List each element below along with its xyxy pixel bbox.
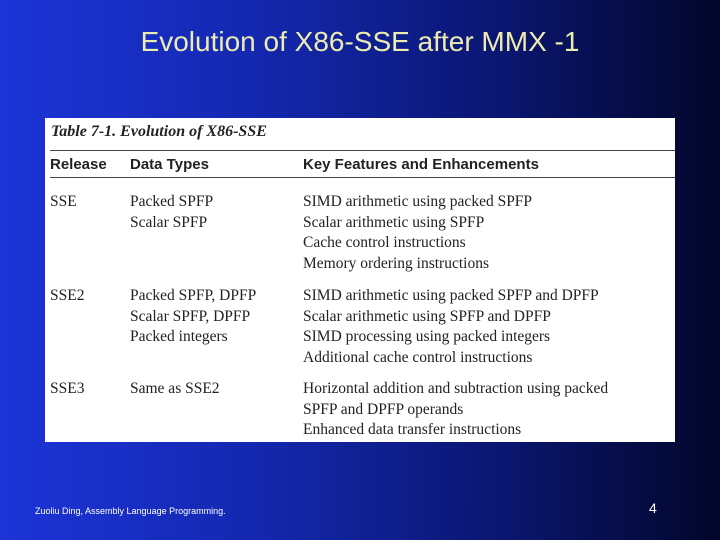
table-cell: SPFP and DPFP operands: [303, 400, 464, 418]
table-cell: Scalar arithmetic using SPFP and DPFP: [303, 307, 551, 325]
table-cell: SIMD arithmetic using packed SPFP: [303, 193, 533, 210]
rule: [50, 150, 675, 151]
rule: [50, 177, 675, 178]
table-cell: SSE3: [50, 380, 85, 397]
table-cell: Horizontal addition and subtraction usin…: [303, 380, 609, 397]
slide-title: Evolution of X86-SSE after MMX -1: [140, 26, 580, 57]
table-cell: Packed integers: [130, 328, 228, 346]
table-cell: Memory ordering instructions: [303, 255, 489, 273]
table-cell: Scalar SPFP, DPFP: [130, 307, 251, 325]
table-cell: SSE: [50, 193, 77, 210]
table-cell: Scalar arithmetic using SPFP: [303, 213, 485, 231]
table-cell: Cache control instructions: [303, 234, 466, 252]
table-cell: Enhanced data transfer instructions: [303, 421, 522, 439]
page-number: 4: [649, 500, 657, 516]
table-cell: SSE2: [50, 287, 85, 304]
footer: Zuoliu Ding, Assembly Language Programmi…: [35, 506, 226, 516]
table-cell: Scalar SPFP: [130, 213, 208, 231]
header-cell: Key Features and Enhancements: [303, 156, 539, 173]
table-cell: Same as SSE2: [130, 380, 220, 397]
table-cell: SIMD processing using packed integers: [303, 328, 551, 346]
table-cell: Packed SPFP: [130, 193, 214, 210]
table-cell: SIMD arithmetic using packed SPFP and DP…: [303, 287, 599, 304]
table-caption: Table 7-1. Evolution of X86-SSE: [51, 123, 267, 140]
table-image: Table 7-1. Evolution of X86-SSE Release …: [45, 118, 675, 442]
table-cell: Packed SPFP, DPFP: [130, 287, 257, 304]
table-cell: Additional cache control instructions: [303, 349, 533, 367]
header-cell: Data Types: [130, 156, 209, 173]
header-cell: Release: [50, 156, 107, 173]
